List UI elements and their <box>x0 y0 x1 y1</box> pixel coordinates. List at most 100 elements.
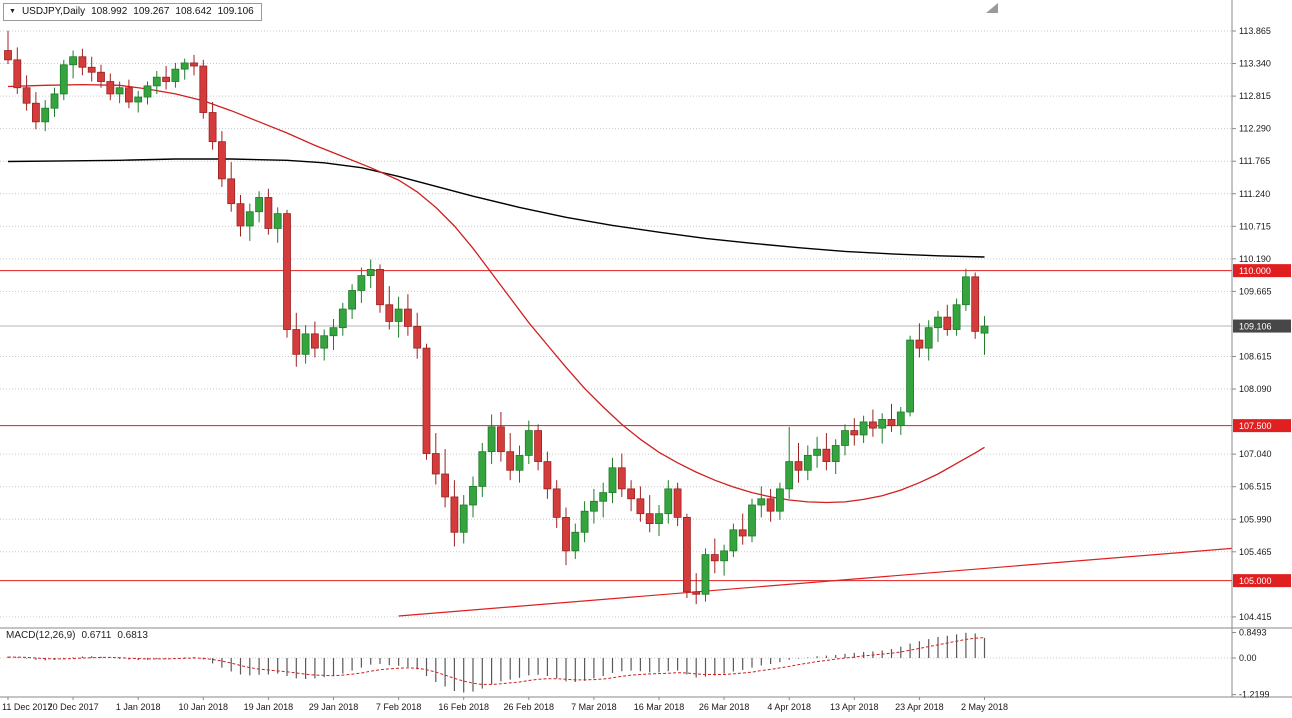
candle-body <box>106 81 115 95</box>
price-level-badge <box>1233 319 1291 333</box>
candle-body <box>13 59 22 89</box>
date-tick-label: 11 Dec 2017 <box>2 702 52 712</box>
candle-body <box>683 516 691 593</box>
date-tick-label: 1 Jan 2018 <box>116 702 161 712</box>
candle-body <box>766 498 775 512</box>
candle-body <box>859 421 868 436</box>
candle-body <box>264 197 273 229</box>
close-value: 109.106 <box>217 6 254 17</box>
candle-body <box>469 485 477 506</box>
candle-body <box>896 411 905 427</box>
candle-body <box>376 268 384 306</box>
chart-dropdown-icon[interactable]: ▼ <box>9 8 16 15</box>
high-value: 109.267 <box>133 6 170 17</box>
price-tick-label: 113.865 <box>1239 26 1271 36</box>
candle-body <box>320 335 329 349</box>
candle-body <box>934 316 942 329</box>
candle-body <box>645 513 654 524</box>
candle-body <box>710 554 719 562</box>
candle-body <box>720 550 728 562</box>
candle-body <box>422 347 431 454</box>
price-tick-label: 110.715 <box>1239 221 1271 231</box>
macd-histogram <box>7 632 986 693</box>
price-tick-label: 112.815 <box>1239 91 1271 101</box>
candle-body <box>162 76 171 82</box>
candle-body <box>738 529 747 537</box>
date-tick-label: 23 Apr 2018 <box>895 702 944 712</box>
candle-body <box>655 513 663 524</box>
price-tick-label: 112.290 <box>1239 124 1271 134</box>
date-tick-label: 29 Jan 2018 <box>309 702 359 712</box>
price-tick-label: 109.665 <box>1239 286 1272 296</box>
price-tick-label: 110.190 <box>1239 254 1271 264</box>
date-tick-label: 26 Feb 2018 <box>504 702 555 712</box>
candle-body <box>32 102 40 123</box>
candle-body <box>4 50 12 61</box>
candle-body <box>729 529 738 552</box>
price-level-badge-label: 110.000 <box>1239 266 1271 276</box>
candle-body <box>850 430 859 436</box>
candle-body <box>980 325 989 334</box>
date-tick-label: 13 Apr 2018 <box>830 702 879 712</box>
candle-body <box>794 461 803 471</box>
date-tick-label: 19 Jan 2018 <box>244 702 294 712</box>
candle-body <box>590 500 598 512</box>
candle-body <box>292 329 301 355</box>
ma-slow-line <box>7 158 985 258</box>
candle-body <box>385 304 394 322</box>
chart-shift-marker <box>986 3 998 13</box>
candle-body <box>283 213 291 330</box>
candle-body <box>366 268 375 276</box>
candle-body <box>441 473 450 498</box>
candle-body <box>190 62 198 67</box>
candle-body <box>338 308 347 329</box>
candle-body <box>403 308 412 327</box>
candle-body <box>692 591 701 595</box>
candle-body <box>599 492 608 502</box>
candle-body <box>59 64 68 95</box>
candle-body <box>822 448 831 462</box>
candle-body <box>41 107 50 123</box>
candle-body <box>394 308 403 322</box>
candle-body <box>915 339 924 349</box>
candle-body <box>608 467 617 493</box>
date-tick-label: 16 Mar 2018 <box>634 702 685 712</box>
candle-body <box>273 213 282 229</box>
candle-body <box>487 426 496 453</box>
candle-body <box>627 488 635 500</box>
date-tick-label: 16 Feb 2018 <box>438 702 489 712</box>
indicator-label: MACD(12,26,9) 0.6711 0.6813 <box>6 630 148 641</box>
candle-body <box>180 62 189 70</box>
macd-axis-label: 0.00 <box>1239 653 1257 663</box>
candle-body <box>78 56 87 68</box>
macd-axis-label: 0.8493 <box>1239 628 1267 638</box>
candle-body <box>236 203 245 227</box>
ma-fast-line <box>7 83 985 504</box>
candle-body <box>506 451 515 471</box>
candle-body <box>496 426 505 453</box>
trend-line <box>398 547 1232 617</box>
candle-body <box>125 87 133 103</box>
candle-body <box>217 141 226 180</box>
candle-body <box>841 430 849 446</box>
candle-body <box>143 85 152 98</box>
candle-body <box>50 93 59 109</box>
low-value: 108.642 <box>175 6 212 17</box>
candle-body <box>534 430 542 462</box>
candle-body <box>869 421 877 429</box>
candle-body <box>562 516 570 552</box>
candle-body <box>924 327 933 349</box>
candle-body <box>301 333 310 355</box>
candle-body <box>943 316 952 330</box>
candle-body <box>450 496 459 533</box>
symbol-ohlc-bar: ▼ USDJPY,Daily 108.992 109.267 108.642 1… <box>3 3 262 21</box>
candle-body <box>776 488 784 512</box>
price-tick-label: 104.415 <box>1239 612 1272 622</box>
date-tick-label: 26 Mar 2018 <box>699 702 750 712</box>
macd-axis-label: -1.2199 <box>1239 690 1270 700</box>
candle-body <box>329 327 338 337</box>
candle-body <box>459 504 468 533</box>
candle-body <box>171 68 180 82</box>
